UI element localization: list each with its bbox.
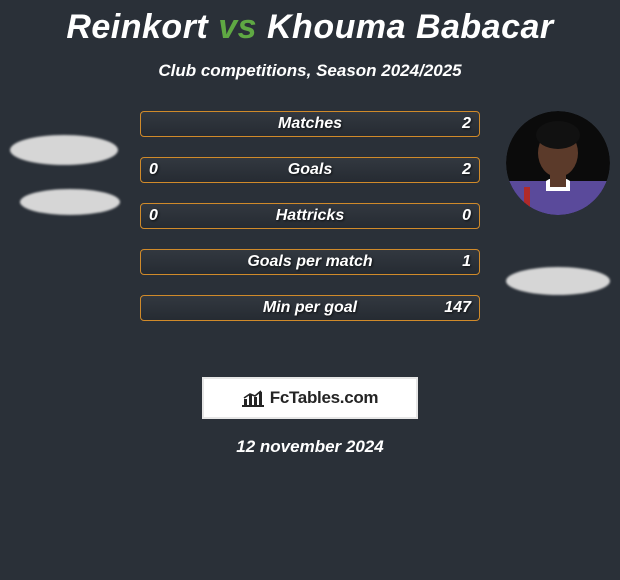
stat-right: 2 xyxy=(462,158,471,182)
stat-label: Min per goal xyxy=(141,296,479,320)
title-vs: vs xyxy=(218,8,257,46)
stat-label: Hattricks xyxy=(141,204,479,228)
chart-icon xyxy=(242,389,264,407)
stat-right: 147 xyxy=(444,296,471,320)
page-title: Reinkort vs Khouma Babacar xyxy=(0,0,620,47)
stat-label: Matches xyxy=(141,112,479,136)
stat-row: 0 Hattricks 0 xyxy=(140,203,480,229)
stat-label: Goals xyxy=(141,158,479,182)
avatar-shadow xyxy=(506,267,610,295)
comparison-rows: Matches 2 0 Goals 2 0 Hattricks 0 Goals … xyxy=(140,111,480,341)
footer-badge-text: FcTables.com xyxy=(270,388,379,408)
stat-row: Min per goal 147 xyxy=(140,295,480,321)
avatar-shadow xyxy=(20,189,120,215)
comparison-area: Matches 2 0 Goals 2 0 Hattricks 0 Goals … xyxy=(0,111,620,351)
stat-row: 0 Goals 2 xyxy=(140,157,480,183)
title-player1: Reinkort xyxy=(66,8,208,46)
avatar-image xyxy=(506,111,610,215)
title-player2: Khouma Babacar xyxy=(267,8,554,46)
stat-right: 2 xyxy=(462,112,471,136)
stat-label: Goals per match xyxy=(141,250,479,274)
stat-row: Goals per match 1 xyxy=(140,249,480,275)
stat-right: 0 xyxy=(462,204,471,228)
avatar-right xyxy=(506,111,610,215)
stat-right: 1 xyxy=(462,250,471,274)
subtitle: Club competitions, Season 2024/2025 xyxy=(0,61,620,81)
avatar-shadow xyxy=(10,135,118,165)
footer-badge: FcTables.com xyxy=(202,377,418,419)
footer-date: 12 november 2024 xyxy=(0,437,620,457)
stat-row: Matches 2 xyxy=(140,111,480,137)
